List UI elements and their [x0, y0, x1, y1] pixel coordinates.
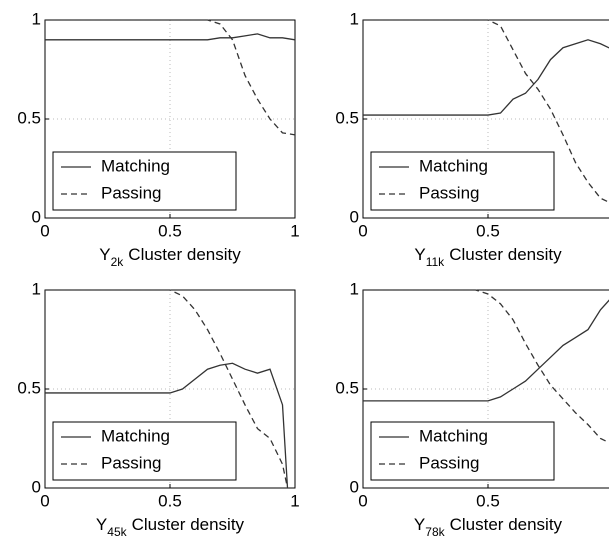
- x-axis-label: Y2k Cluster density: [99, 245, 241, 269]
- x-tick-label: 0: [358, 491, 367, 510]
- x-label-text: Cluster density: [449, 245, 562, 264]
- x-axis-label: Y45k Cluster density: [96, 515, 245, 539]
- data-line: [363, 19, 609, 203]
- legend: Matching Passing: [370, 151, 555, 211]
- x-tick-label: 0.5: [476, 491, 500, 510]
- legend: Matching Passing: [52, 151, 237, 211]
- legend-label: Matching: [101, 426, 170, 445]
- x-label-subscript: 2k: [111, 255, 125, 269]
- y-tick-label: 0: [32, 477, 41, 496]
- x-axis-label: Y78k Cluster density: [414, 515, 563, 539]
- legend-label: Passing: [419, 183, 479, 202]
- data-line: [45, 289, 289, 489]
- x-label-subscript: 78k: [425, 525, 445, 539]
- x-label-symbol: Y: [414, 515, 425, 534]
- x-axis-label: Y11k Cluster density: [414, 245, 562, 269]
- legend-label: Matching: [419, 156, 488, 175]
- legend-box: [52, 421, 237, 481]
- legend-label: Matching: [101, 156, 170, 175]
- x-label-subscript: 45k: [107, 525, 127, 539]
- data-line: [363, 289, 609, 444]
- legend-box: [52, 151, 237, 211]
- x-label-text: Cluster density: [132, 515, 245, 534]
- legend-label: Passing: [419, 453, 479, 472]
- y-tick-label: 0.5: [17, 108, 41, 127]
- axes-frame: [362, 289, 609, 489]
- y-tick-label: 1: [32, 279, 41, 298]
- x-label-text: Cluster density: [128, 245, 241, 264]
- legend-label: Passing: [101, 183, 161, 202]
- x-label-text: Cluster density: [450, 515, 563, 534]
- x-tick-label: 0.5: [158, 491, 182, 510]
- y-tick-label: 0: [32, 207, 41, 226]
- x-tick-label: 0: [40, 221, 49, 240]
- x-tick-label: 0: [40, 491, 49, 510]
- panel: 0 0.5 1 0 0.5 1 Matching Passing Y2k Cluster dens…: [17, 9, 299, 269]
- x-tick-label: 1: [290, 221, 299, 240]
- data-line: [363, 39, 609, 116]
- y-tick-label: 0.5: [335, 108, 359, 127]
- y-tick-label: 0.5: [17, 378, 41, 397]
- x-tick-label: 0.5: [158, 221, 182, 240]
- legend-box: [370, 421, 555, 481]
- y-tick-label: 0: [350, 207, 359, 226]
- y-tick-label: 1: [32, 9, 41, 28]
- x-tick-label: 0: [358, 221, 367, 240]
- x-label-symbol: Y: [99, 245, 110, 264]
- y-tick-label: 1: [350, 279, 359, 298]
- x-tick-label: 1: [290, 491, 299, 510]
- x-label-subscript: 11k: [426, 255, 445, 269]
- legend-label: Passing: [101, 453, 161, 472]
- data-line: [363, 299, 609, 402]
- y-tick-label: 1: [350, 9, 359, 28]
- x-tick-label: 0.5: [476, 221, 500, 240]
- data-line: [45, 362, 289, 489]
- legend-box: [370, 151, 555, 211]
- x-label-symbol: Y: [414, 245, 425, 264]
- x-label-symbol: Y: [96, 515, 107, 534]
- legend: Matching Passing: [52, 421, 237, 481]
- data-line: [45, 19, 296, 136]
- legend-label: Matching: [419, 426, 488, 445]
- y-tick-label: 0.5: [335, 378, 359, 397]
- y-tick-label: 0: [350, 477, 359, 496]
- panel: 0 0.5 1 0 0.5 1 Matching Passing Y45k Cluster den…: [17, 279, 299, 539]
- legend: Matching Passing: [370, 421, 555, 481]
- data-line: [45, 33, 296, 41]
